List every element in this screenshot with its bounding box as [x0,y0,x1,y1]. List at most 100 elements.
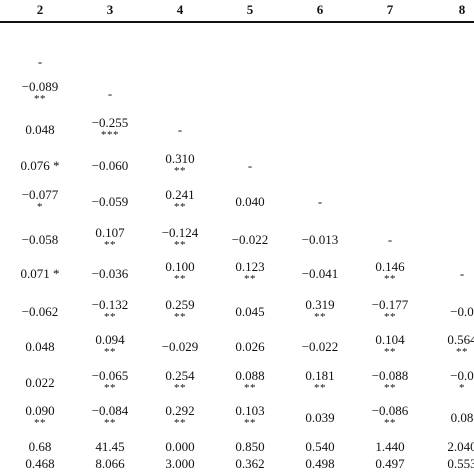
table-cell: - [459,266,465,281]
table-cell: 0.540 [305,439,335,454]
significance-marker: ** [384,417,396,429]
table-cell: - [387,232,393,247]
column-header: 8 [458,2,466,17]
table-cell: 0.026 [235,339,265,354]
significance-marker: *** [101,129,119,141]
table-cell: −0.022 [231,232,269,247]
significance-marker: ** [174,382,186,394]
table-cell: 0.094 ** [95,333,124,359]
significance-marker: ** [34,93,46,105]
cell-value: 0.310 [165,151,195,166]
cell-value: 0.123 [235,259,265,274]
table-cell: 0.498 [305,456,335,471]
table-cell: 0.08 [450,410,474,425]
column-header: 7 [386,2,394,17]
table-cell: 0.254 ** [165,369,194,395]
significance-marker: * [459,382,465,394]
table-cell: 0.292 ** [165,404,194,430]
significance-marker: ** [384,382,396,394]
cell-value: 0.254 [165,368,195,383]
table-cell: 0.107 ** [95,226,124,252]
significance-marker: ** [174,201,186,213]
table-cell: −0.059 [91,194,129,209]
table-cell: 0.045 [235,304,265,319]
significance-marker: ** [384,273,396,285]
significance-marker: ** [174,165,186,177]
cell-value: 0.094 [95,332,125,347]
table-cell: −0.089 ** [22,80,59,106]
cell-value: 0.104 [375,332,405,347]
column-header: 4 [176,2,184,17]
cell-value: 0.319 [305,297,335,312]
cell-value: 0.241 [165,187,195,202]
cell-value: 0.103 [235,403,265,418]
table-cell: - [177,122,183,137]
cell-value: −0.132 [91,297,129,312]
cell-value: 0.564 [447,332,474,347]
table-cell: −0.124 ** [162,226,199,252]
table-cell: 8.066 [95,456,125,471]
cell-value: 0.181 [305,368,335,383]
table-cell: 2.040 [447,439,474,454]
table-cell: 0.259 ** [165,298,194,324]
table-cell: −0.0 * [450,369,474,395]
cell-value: −0.065 [91,368,129,383]
significance-marker: ** [174,239,186,251]
table-cell: 0.850 [235,439,265,454]
table-cell: −0.086 ** [372,404,409,430]
table-cell: 0.040 [235,194,265,209]
table-cell: 0.048 [25,122,55,137]
table-cell: 1.440 [375,439,405,454]
significance-marker: ** [34,417,46,429]
cell-value: 0.146 [375,259,405,274]
table-cell: 0.076 * [20,158,60,173]
table-cell: −0.029 [161,339,199,354]
table-cell: 0.362 [235,456,265,471]
table-cell: 0.553 [447,456,474,471]
table-cell: −0.177 ** [372,298,409,324]
table-cell: 41.45 [95,439,125,454]
table-cell: −0.084 ** [92,404,129,430]
table-cell: 0.468 [25,456,55,471]
table-cell: −0.022 [301,339,339,354]
significance-marker: ** [384,311,396,323]
column-header: 3 [106,2,114,17]
cell-value: 0.107 [95,225,125,240]
cell-value: −0.089 [21,79,59,94]
cell-value: −0.086 [371,403,409,418]
table-cell: - [107,86,113,101]
significance-marker: ** [104,346,116,358]
table-cell: 0.103 ** [235,404,264,430]
significance-marker: ** [104,239,116,251]
significance-marker: ** [244,273,256,285]
column-header: 5 [246,2,254,17]
table-cell: −0.058 [21,232,59,247]
table-cell: 0.564 ** [447,333,474,359]
cell-value: 0.259 [165,297,195,312]
table-cell: 0.104 ** [375,333,404,359]
table-cell: - [317,194,323,209]
table-cell: −0.132 ** [92,298,129,324]
significance-marker: ** [384,346,396,358]
table-cell: 0.68 [28,439,52,454]
cell-value: −0.088 [371,368,409,383]
cell-value: −0.084 [91,403,129,418]
table-cell: −0.255 *** [92,116,129,142]
significance-marker: ** [456,346,468,358]
table-cell: −0.036 [91,266,129,281]
table-cell: 0.022 [25,375,55,390]
cell-value: −0.0 [450,368,474,383]
cell-value: −0.177 [371,297,409,312]
cell-value: −0.124 [161,225,199,240]
significance-marker: ** [244,417,256,429]
significance-marker: * [37,201,43,213]
significance-marker: ** [104,417,116,429]
table-cell: 0.146 ** [375,260,404,286]
table-cell: 3.000 [165,456,195,471]
table-cell: −0.041 [301,266,339,281]
cell-value: 0.090 [25,403,55,418]
significance-marker: ** [174,273,186,285]
table-cell: 0.497 [375,456,405,471]
table-cell: −0.013 [301,232,339,247]
